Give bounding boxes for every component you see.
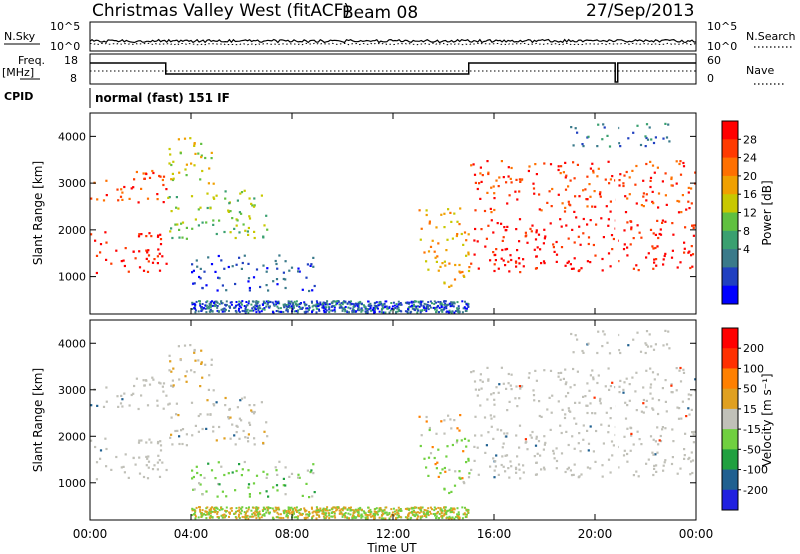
xlabel: Time UT	[366, 541, 417, 554]
velocity-colorbar-tick-6: -100	[743, 464, 768, 477]
power-ylabel: Slant Range [km]	[31, 161, 45, 265]
power-colorbar-tick-6: 4	[743, 243, 750, 256]
velocity-ytick-2: 2000	[58, 430, 86, 443]
velocity-colorbar-swatch-2	[722, 368, 738, 390]
power-colorbar-label: Power [dB]	[760, 180, 774, 245]
power-colorbar-swatch-0	[722, 121, 738, 140]
power-colorbar-swatch-1	[722, 139, 738, 159]
velocity-data-layer	[90, 321, 697, 520]
xtick-4: 16:00	[477, 527, 512, 541]
freq-unit: [MHz]	[2, 66, 34, 79]
power-colorbar-swatch-7	[722, 249, 738, 268]
nave-tick-bottom: 0	[707, 72, 714, 85]
xtick-2: 08:00	[275, 527, 310, 541]
velocity-colorbar-tick-4: -15	[743, 423, 761, 436]
velocity-colorbar-tick-7: -200	[743, 484, 768, 497]
velocity-yticks: 4000 3000 2000 1000	[58, 337, 696, 490]
nsearch-label: N.Search	[746, 30, 796, 43]
beam-title: Beam 08	[342, 3, 418, 23]
nsearch-tick-bottom: 10^0	[707, 40, 737, 53]
velocity-colorbar-swatch-8	[722, 489, 738, 511]
velocity-colorbar-swatch-7	[722, 469, 738, 491]
nsky-label: N.Sky	[4, 30, 36, 43]
power-ytick-1: 3000	[58, 177, 86, 190]
power-ytick-0: 4000	[58, 130, 86, 143]
nave-label: Nave	[746, 64, 774, 77]
power-ytick-2: 2000	[58, 224, 86, 237]
power-panel: 4000 3000 2000 1000 Slant Range [km] 28 24 20…	[31, 112, 774, 315]
power-colorbar-swatch-6	[722, 230, 738, 250]
station-title: Christmas Valley West (fitACF)	[92, 1, 350, 21]
velocity-colorbar-swatch-6	[722, 449, 738, 471]
velocity-ytick-0: 4000	[58, 337, 86, 350]
xtick-5: 20:00	[578, 527, 613, 541]
xtick-6: 00:00	[679, 527, 714, 541]
power-colorbar-tick-4: 12	[743, 207, 757, 220]
velocity-colorbar: 200 100 50 15 -15 -50 -100 -200	[721, 327, 768, 511]
xtick-0: 00:00	[73, 527, 108, 541]
nsearch-tick-top: 10^5	[707, 20, 737, 33]
freq-trace	[90, 62, 696, 83]
power-colorbar-swatch-5	[722, 212, 738, 232]
freq-tick-top: 18	[64, 54, 78, 67]
power-ytick-3: 1000	[58, 271, 86, 284]
nsky-tick-bottom: 10^0	[50, 40, 80, 53]
power-colorbar-swatch-3	[722, 175, 738, 195]
velocity-colorbar-label: Velocity [m s⁻¹]	[760, 373, 774, 466]
velocity-colorbar-tick-0: 200	[743, 342, 764, 355]
velocity-colorbar-tick-3: 15	[743, 403, 757, 416]
freq-label: Freq.	[18, 54, 45, 67]
cpid-label: CPID	[4, 90, 33, 103]
freq-tick-bottom: 8	[70, 72, 77, 85]
xtick-3: 12:00	[376, 527, 411, 541]
velocity-ytick-1: 3000	[58, 384, 86, 397]
velocity-colorbar-tick-2: 50	[743, 383, 757, 396]
power-colorbar-tick-0: 28	[743, 133, 757, 146]
nsky-tick-top: 10^5	[50, 20, 80, 33]
time-axis-ticks: 00:00 04:00 08:00 12:00 16:00 20:00 00:00	[73, 113, 714, 541]
xtick-1: 04:00	[174, 527, 209, 541]
power-data-layer	[90, 114, 697, 314]
power-colorbar-tick-1: 24	[743, 152, 757, 165]
cpid-value: normal (fast) 151 IF	[95, 91, 230, 105]
velocity-ylabel: Slant Range [km]	[31, 368, 45, 472]
power-yticks: 4000 3000 2000 1000	[58, 130, 696, 284]
power-colorbar-swatch-2	[722, 157, 738, 177]
power-colorbar-tick-2: 20	[743, 170, 757, 183]
freq-strip: Freq. [MHz] 18 8 60 0 Nave	[2, 53, 784, 85]
nsky-trace	[89, 38, 696, 44]
power-colorbar-swatch-8	[722, 267, 738, 287]
velocity-panel: 4000 3000 2000 1000 Slant Range [km] 200 100…	[31, 113, 774, 554]
nsearch-trace	[89, 42, 697, 46]
velocity-colorbar-swatch-3	[722, 388, 738, 410]
power-colorbar-swatch-4	[722, 194, 738, 213]
power-colorbar: 28 24 20 16 12 8 4	[721, 120, 757, 305]
nave-tick-top: 60	[707, 54, 721, 67]
velocity-colorbar-swatch-4	[722, 408, 738, 430]
velocity-colorbar-swatch-1	[722, 348, 738, 369]
velocity-colorbar-swatch-5	[722, 429, 738, 450]
power-colorbar-tick-5: 8	[743, 225, 750, 238]
power-colorbar-swatch-9	[722, 285, 738, 305]
nsky-strip: N.Sky 10^5 10^0 10^5 10^0 N.Search	[4, 20, 796, 53]
velocity-colorbar-tick-5: -50	[743, 443, 761, 456]
power-colorbar-tick-3: 16	[743, 188, 757, 201]
velocity-colorbar-tick-1: 100	[743, 362, 764, 375]
velocity-colorbar-swatch-0	[722, 328, 738, 349]
velocity-ytick-3: 1000	[58, 477, 86, 490]
date-title: 27/Sep/2013	[586, 1, 694, 21]
